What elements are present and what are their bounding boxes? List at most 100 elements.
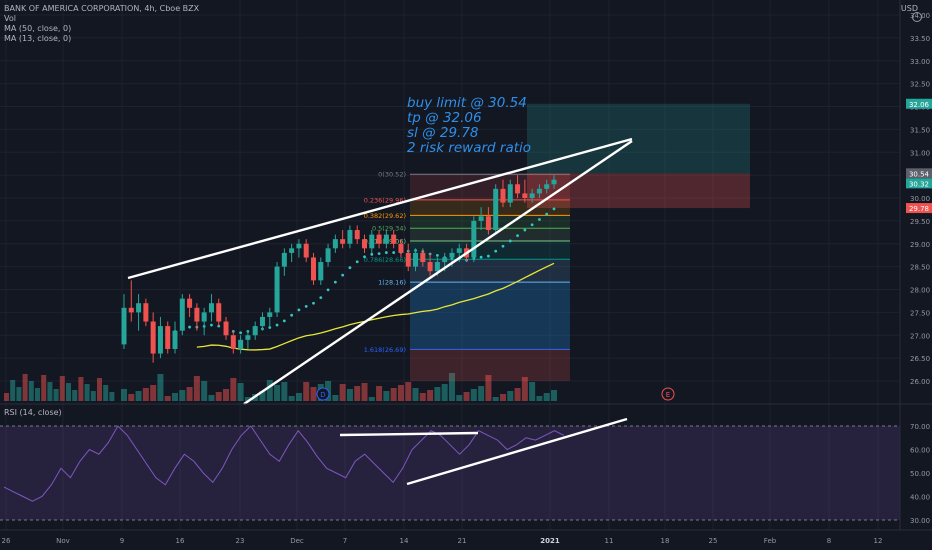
price-marker-label: 30.32	[909, 180, 929, 188]
volume-bar	[90, 391, 96, 401]
candle-body	[551, 179, 557, 185]
ma13-point	[392, 251, 396, 254]
candle-body	[522, 193, 528, 198]
volume-bar	[135, 391, 142, 401]
price-tick-label: 30.00	[910, 195, 930, 203]
symbol-title[interactable]: BANK OF AMERICA CORPORATION, 4h, Cboe BZ…	[4, 4, 200, 13]
candle-body	[201, 312, 207, 322]
ma13-point	[290, 313, 294, 317]
volume-bar	[368, 397, 375, 401]
trade-note[interactable]: buy limit @ 30.54 tp @ 32.06 sl @ 29.78 …	[407, 96, 531, 156]
candle-body	[216, 303, 222, 322]
wedge-upper-trendline	[127, 137, 633, 280]
ma13-point	[530, 223, 534, 227]
volume-bar	[72, 390, 78, 401]
volume-bar	[521, 377, 528, 401]
trendlines[interactable]	[127, 137, 633, 405]
settings-gear-icon[interactable]	[912, 12, 922, 22]
rsi-tick-label: 30.00	[910, 517, 930, 525]
volume-bar	[97, 378, 102, 401]
price-tick-label: 31.00	[910, 149, 930, 157]
volume-bar	[543, 393, 550, 401]
fib-level-label: 0.5(29.34)	[372, 225, 406, 233]
event-marker-label: E	[666, 391, 670, 399]
volume-bar	[281, 382, 288, 401]
volume-bar	[150, 385, 157, 401]
volume-bar	[142, 388, 149, 401]
volume-bar	[427, 390, 434, 401]
fib-zone	[410, 228, 570, 242]
price-tick-label: 31.50	[910, 126, 930, 134]
rsi-indicator-label[interactable]: RSI (14, close)	[4, 408, 62, 417]
fib-level-label: 1.618(26.69)	[364, 346, 406, 354]
volume-bar	[109, 392, 115, 401]
rsi-tick-label: 70.00	[910, 423, 930, 431]
candle-body	[121, 307, 127, 345]
volume-bar	[434, 387, 441, 401]
ma13-point	[304, 305, 308, 308]
volume-bar	[295, 393, 302, 401]
time-tick-label: 23	[236, 537, 245, 545]
price-tick-label: 32.50	[910, 81, 930, 89]
fib-zone	[410, 241, 570, 260]
price-tick-label: 29.00	[910, 241, 930, 249]
candle-body	[281, 252, 287, 267]
candle-body	[507, 184, 513, 203]
volume-bar	[4, 393, 9, 401]
candle-body	[434, 262, 440, 272]
volume-bar	[346, 389, 353, 401]
candle-body	[289, 248, 295, 253]
ma13-point	[319, 296, 323, 300]
volume-bar	[84, 384, 90, 401]
note-line-tp: tp @ 32.06	[407, 110, 482, 126]
note-line-rr: 2 risk reward ratio	[407, 140, 532, 156]
ma13-point	[370, 252, 374, 256]
volume-bar	[419, 393, 426, 401]
volume-bar	[66, 383, 71, 401]
volume-bar	[492, 397, 499, 401]
time-tick-label: Dec	[290, 537, 304, 545]
ma13-point	[188, 325, 191, 329]
candle-body	[449, 252, 455, 258]
ma13-indicator-label[interactable]: MA (13, close, 0)	[4, 34, 72, 43]
candle-body	[536, 188, 542, 194]
ma13-point	[217, 324, 221, 328]
fib-zone	[410, 259, 570, 283]
volume-bar	[441, 384, 448, 401]
ma50-indicator-label[interactable]: MA (50, close, 0)	[4, 24, 72, 33]
fib-level-label: 1(28.16)	[378, 279, 406, 287]
long-position-tool[interactable]	[527, 103, 750, 209]
volume-bar	[164, 396, 171, 401]
ma13-point	[326, 288, 330, 292]
candle-body	[179, 298, 185, 331]
candle-body	[515, 184, 521, 194]
volume-bar	[186, 387, 193, 401]
candle-body	[136, 303, 142, 313]
volume-bar	[390, 388, 397, 401]
candle-body	[128, 307, 134, 313]
rsi-tick-label: 50.00	[910, 470, 930, 478]
fib-zone	[410, 282, 570, 350]
volume-indicator-label[interactable]: Vol	[4, 14, 16, 23]
volume-bar	[172, 393, 179, 401]
candle-body	[143, 303, 149, 322]
volume-bar	[354, 386, 361, 401]
volume-bar	[470, 389, 477, 401]
volume-bar	[485, 375, 492, 401]
candle-body	[340, 239, 346, 244]
candle-body	[471, 220, 477, 258]
volume-bar	[259, 391, 266, 401]
price-tick-label: 28.50	[910, 264, 930, 272]
candle-body	[347, 230, 353, 244]
time-tick-label: 12	[874, 537, 883, 545]
rsi-pane	[0, 417, 900, 521]
volume-bar	[514, 388, 521, 401]
time-tick-label: 2021	[540, 537, 560, 545]
ma13-point	[355, 260, 359, 264]
volume-bar	[551, 390, 557, 401]
volume-bar	[179, 390, 186, 401]
ma13-point	[494, 249, 498, 253]
candle-body	[398, 243, 404, 253]
volume-bar	[288, 396, 295, 401]
